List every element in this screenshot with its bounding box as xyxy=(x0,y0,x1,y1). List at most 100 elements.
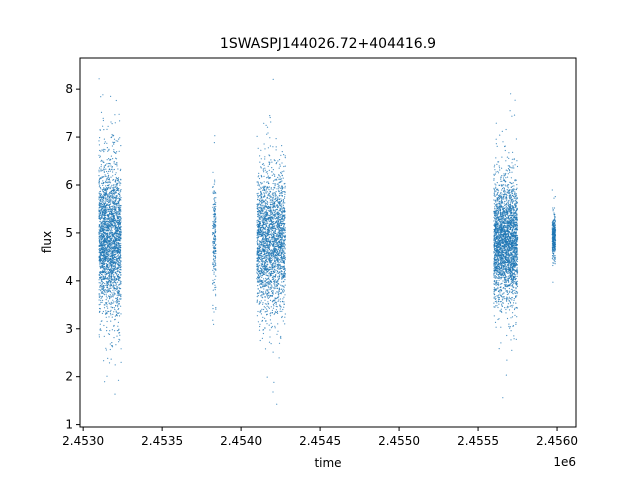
data-point xyxy=(277,176,279,179)
data-point xyxy=(265,171,267,173)
data-point xyxy=(214,260,216,262)
data-point xyxy=(118,304,120,306)
data-point xyxy=(278,299,280,301)
data-point xyxy=(284,193,286,195)
data-point xyxy=(103,259,105,261)
data-point xyxy=(267,239,269,241)
data-point xyxy=(98,192,100,194)
data-point xyxy=(109,195,111,197)
data-point xyxy=(261,218,263,220)
data-point xyxy=(214,278,216,281)
data-point xyxy=(118,232,120,234)
data-point xyxy=(258,184,260,186)
data-point xyxy=(213,219,215,221)
data-point xyxy=(110,296,112,298)
data-point xyxy=(284,247,286,249)
data-point xyxy=(120,260,122,262)
data-point xyxy=(100,111,103,113)
data-point xyxy=(119,334,121,336)
data-point xyxy=(114,277,116,279)
data-point xyxy=(100,265,102,267)
data-point xyxy=(119,228,121,230)
data-point xyxy=(98,78,100,80)
data-point xyxy=(107,217,109,219)
data-point xyxy=(284,202,286,204)
data-point xyxy=(119,192,121,194)
data-point xyxy=(116,151,118,153)
data-point xyxy=(106,240,108,242)
data-point xyxy=(107,251,109,253)
data-point xyxy=(258,228,260,230)
data-point xyxy=(280,181,282,183)
data-point xyxy=(279,298,281,300)
data-point xyxy=(101,285,103,287)
data-point xyxy=(268,296,270,298)
data-point xyxy=(101,230,103,232)
data-point xyxy=(266,323,268,325)
data-point xyxy=(213,227,215,229)
data-point xyxy=(275,222,277,224)
data-point xyxy=(116,335,118,337)
data-point xyxy=(261,208,263,210)
data-point xyxy=(110,205,112,208)
data-point xyxy=(110,260,112,263)
data-point xyxy=(267,301,269,303)
data-point xyxy=(106,285,108,287)
data-point xyxy=(282,215,284,217)
data-point xyxy=(113,149,115,151)
data-point xyxy=(107,245,109,247)
data-point xyxy=(113,307,115,309)
data-point xyxy=(264,246,266,248)
data-point xyxy=(120,228,122,231)
data-point xyxy=(99,191,101,193)
data-point xyxy=(261,182,263,184)
data-point xyxy=(115,284,117,287)
data-point xyxy=(108,174,110,176)
data-point xyxy=(265,202,268,204)
data-point xyxy=(266,197,268,199)
data-point xyxy=(263,200,265,202)
data-point xyxy=(106,273,108,275)
data-point xyxy=(105,312,107,314)
data-point xyxy=(106,194,108,196)
data-point xyxy=(260,250,262,252)
data-point xyxy=(277,300,279,302)
data-point xyxy=(105,168,107,170)
data-point xyxy=(283,265,285,267)
data-point xyxy=(213,208,215,210)
data-point xyxy=(111,167,113,169)
data-point xyxy=(270,198,272,200)
data-point xyxy=(265,279,267,281)
data-point xyxy=(273,288,275,290)
data-point xyxy=(100,215,102,217)
data-point xyxy=(257,244,259,246)
data-point xyxy=(213,190,215,192)
data-point xyxy=(99,156,101,158)
data-point xyxy=(119,235,122,237)
data-point xyxy=(267,297,269,299)
data-point xyxy=(106,239,108,241)
data-point xyxy=(279,229,281,232)
data-point xyxy=(99,265,101,267)
data-point xyxy=(116,312,119,314)
data-point xyxy=(111,268,114,270)
data-point xyxy=(263,268,265,270)
data-point xyxy=(105,266,107,268)
data-point xyxy=(279,264,281,266)
data-point xyxy=(257,288,259,290)
data-point xyxy=(105,229,107,231)
data-point xyxy=(279,216,281,219)
data-point xyxy=(119,214,121,216)
data-point xyxy=(115,99,117,102)
data-point xyxy=(260,158,262,160)
data-point xyxy=(102,288,104,290)
data-point xyxy=(101,243,103,245)
data-point xyxy=(283,280,285,282)
data-point xyxy=(107,172,109,174)
data-point xyxy=(106,222,109,224)
data-point xyxy=(103,225,105,227)
data-point xyxy=(120,145,122,147)
data-point xyxy=(103,324,105,327)
data-point xyxy=(112,206,114,208)
